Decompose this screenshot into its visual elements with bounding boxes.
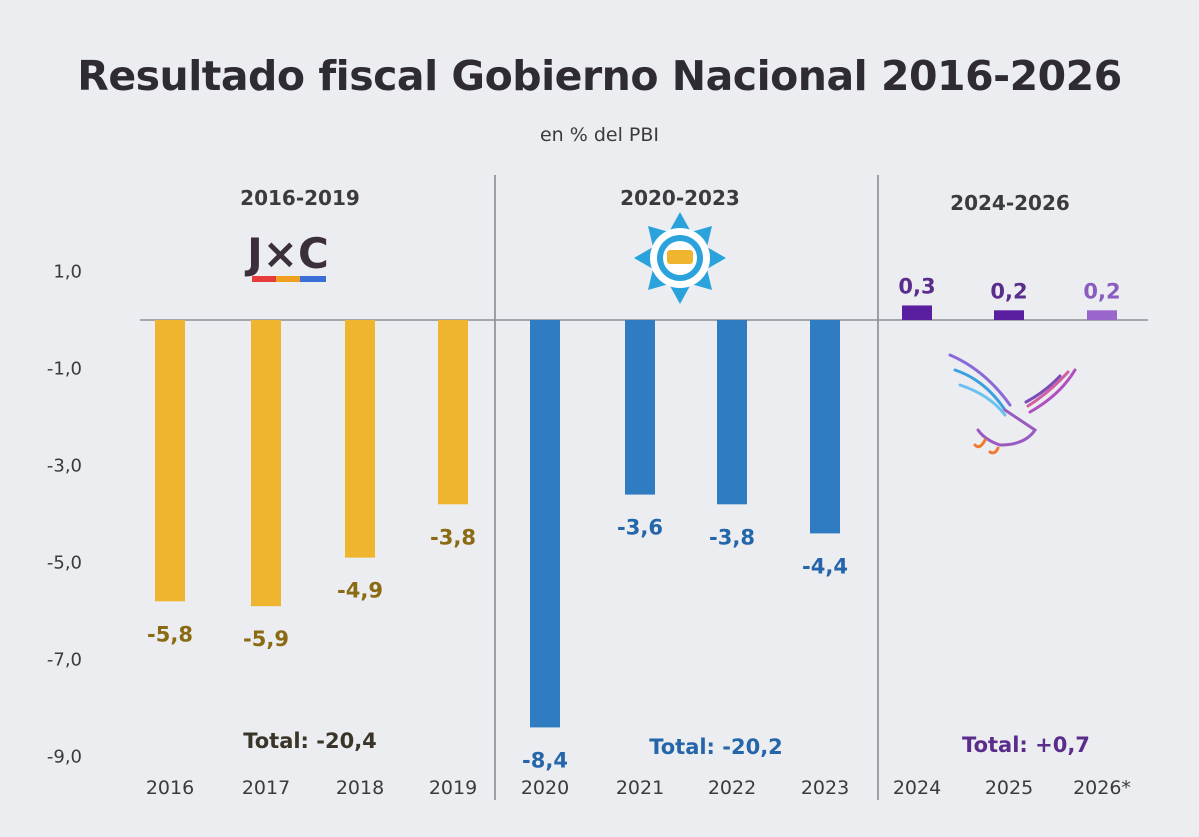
x-tick-label: 2016: [146, 777, 194, 799]
bar-2019: [438, 320, 468, 505]
bar-2024: [902, 305, 932, 320]
bar-2025: [994, 310, 1024, 320]
x-tick-label: 2020: [521, 777, 569, 799]
data-label-2017: -5,9: [243, 627, 289, 651]
bar-2022: [717, 320, 747, 505]
chart-title: Resultado fiscal Gobierno Nacional 2016-…: [77, 52, 1122, 100]
data-label-2026*: 0,2: [1083, 279, 1120, 303]
y-tick-label: -3,0: [47, 456, 82, 477]
period-label-2024-2026: 2024-2026: [950, 191, 1070, 215]
bar-2023: [810, 320, 840, 534]
y-tick-label: -7,0: [47, 650, 82, 671]
data-label-2021: -3,6: [617, 516, 663, 540]
jxc-logo: J×C: [244, 229, 329, 282]
bar-2020: [530, 320, 560, 728]
x-tick-label: 2021: [616, 777, 664, 799]
x-tick-label: 2025: [985, 777, 1033, 799]
x-tick-label: 2022: [708, 777, 756, 799]
jxc-logo-text: J×C: [244, 229, 329, 278]
data-label-2023: -4,4: [802, 554, 848, 578]
x-tick-label: 2018: [336, 777, 384, 799]
data-label-2019: -3,8: [430, 525, 476, 549]
bar-2021: [625, 320, 655, 495]
y-tick-label: -5,0: [47, 553, 82, 574]
data-label-2016: -5,8: [147, 622, 193, 646]
y-tick-label: 1,0: [53, 262, 82, 283]
data-label-2024: 0,3: [898, 274, 935, 298]
y-tick-label: -9,0: [47, 747, 82, 768]
bar-2016: [155, 320, 185, 602]
period-label-2020-2023: 2020-2023: [620, 186, 740, 210]
chart-subtitle: en % del PBI: [539, 124, 660, 146]
x-tick-label: 2026*: [1073, 777, 1131, 799]
x-tick-label: 2017: [242, 777, 290, 799]
bar-2017: [251, 320, 281, 607]
x-tick-label: 2019: [429, 777, 477, 799]
eagle-logo-icon: [948, 353, 1077, 455]
sun-emblem-icon: [634, 212, 726, 304]
total-2020-2023: Total: -20,2: [649, 735, 783, 759]
period-label-2016-2019: 2016-2019: [240, 186, 360, 210]
bar-2026*: [1087, 310, 1117, 320]
data-label-2025: 0,2: [990, 279, 1027, 303]
data-label-2018: -4,9: [337, 579, 383, 603]
data-label-2020: -8,4: [522, 748, 568, 772]
data-label-2022: -3,8: [709, 525, 755, 549]
total-2016-2019: Total: -20,4: [243, 729, 377, 753]
x-tick-label: 2023: [801, 777, 849, 799]
total-2024-2026: Total: +0,7: [962, 733, 1090, 757]
x-tick-label: 2024: [893, 777, 941, 799]
y-tick-label: -1,0: [47, 359, 82, 380]
bar-2018: [345, 320, 375, 558]
